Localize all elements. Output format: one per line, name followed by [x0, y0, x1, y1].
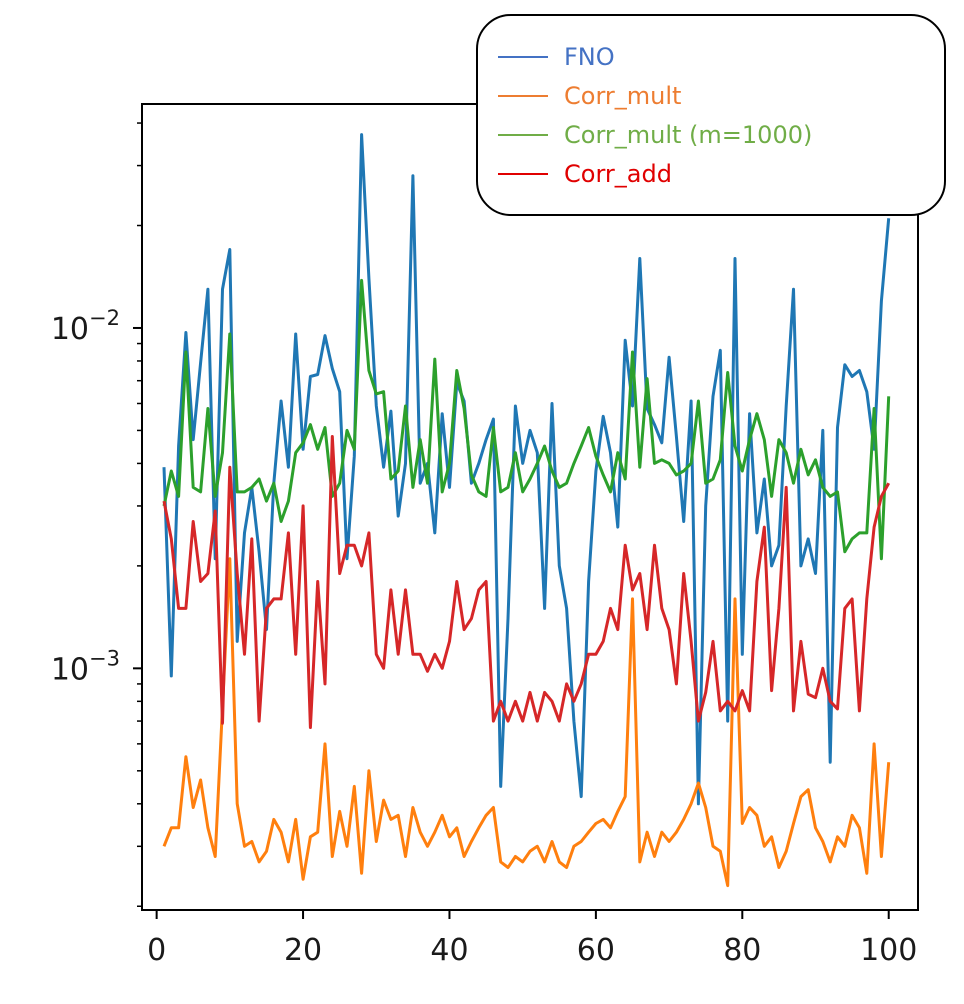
x-tick-label: 0	[147, 933, 166, 968]
y-tick-label: 10−2	[51, 306, 120, 347]
series-line-fno	[162, 133, 891, 806]
series-line-corr-add	[162, 435, 891, 729]
legend: FNO Corr_mult Corr_mult (m=1000) Corr_add	[476, 14, 946, 216]
legend-label-corr-add: Corr_add	[564, 160, 672, 188]
series-layer	[162, 133, 891, 888]
x-tick-label: 60	[577, 933, 615, 968]
y-tick-label-base: 10	[51, 652, 89, 687]
series-line-corr-mult	[162, 557, 891, 888]
x-tick-label: 100	[860, 933, 917, 968]
plot-frame	[141, 103, 919, 911]
legend-label-corr-mult: Corr_mult	[564, 82, 681, 110]
x-tick-label: 40	[430, 933, 468, 968]
series-line-corr-mult-m-1000	[162, 278, 891, 561]
y-axis: 10−310−2	[51, 122, 142, 908]
y-tick-label-exponent: −3	[89, 646, 120, 670]
x-axis: 0 20 40 60 80 100	[147, 910, 917, 968]
legend-label-corr-mult-m-1000: Corr_mult (m=1000)	[564, 121, 812, 149]
legend-box	[476, 14, 946, 216]
y-tick-label-base: 10	[51, 312, 89, 347]
legend-label-fno: FNO	[564, 43, 615, 71]
y-tick-label: 10−3	[51, 646, 120, 687]
x-tick-label: 80	[723, 933, 761, 968]
x-tick-label: 20	[284, 933, 322, 968]
y-tick-label-exponent: −2	[89, 306, 120, 330]
